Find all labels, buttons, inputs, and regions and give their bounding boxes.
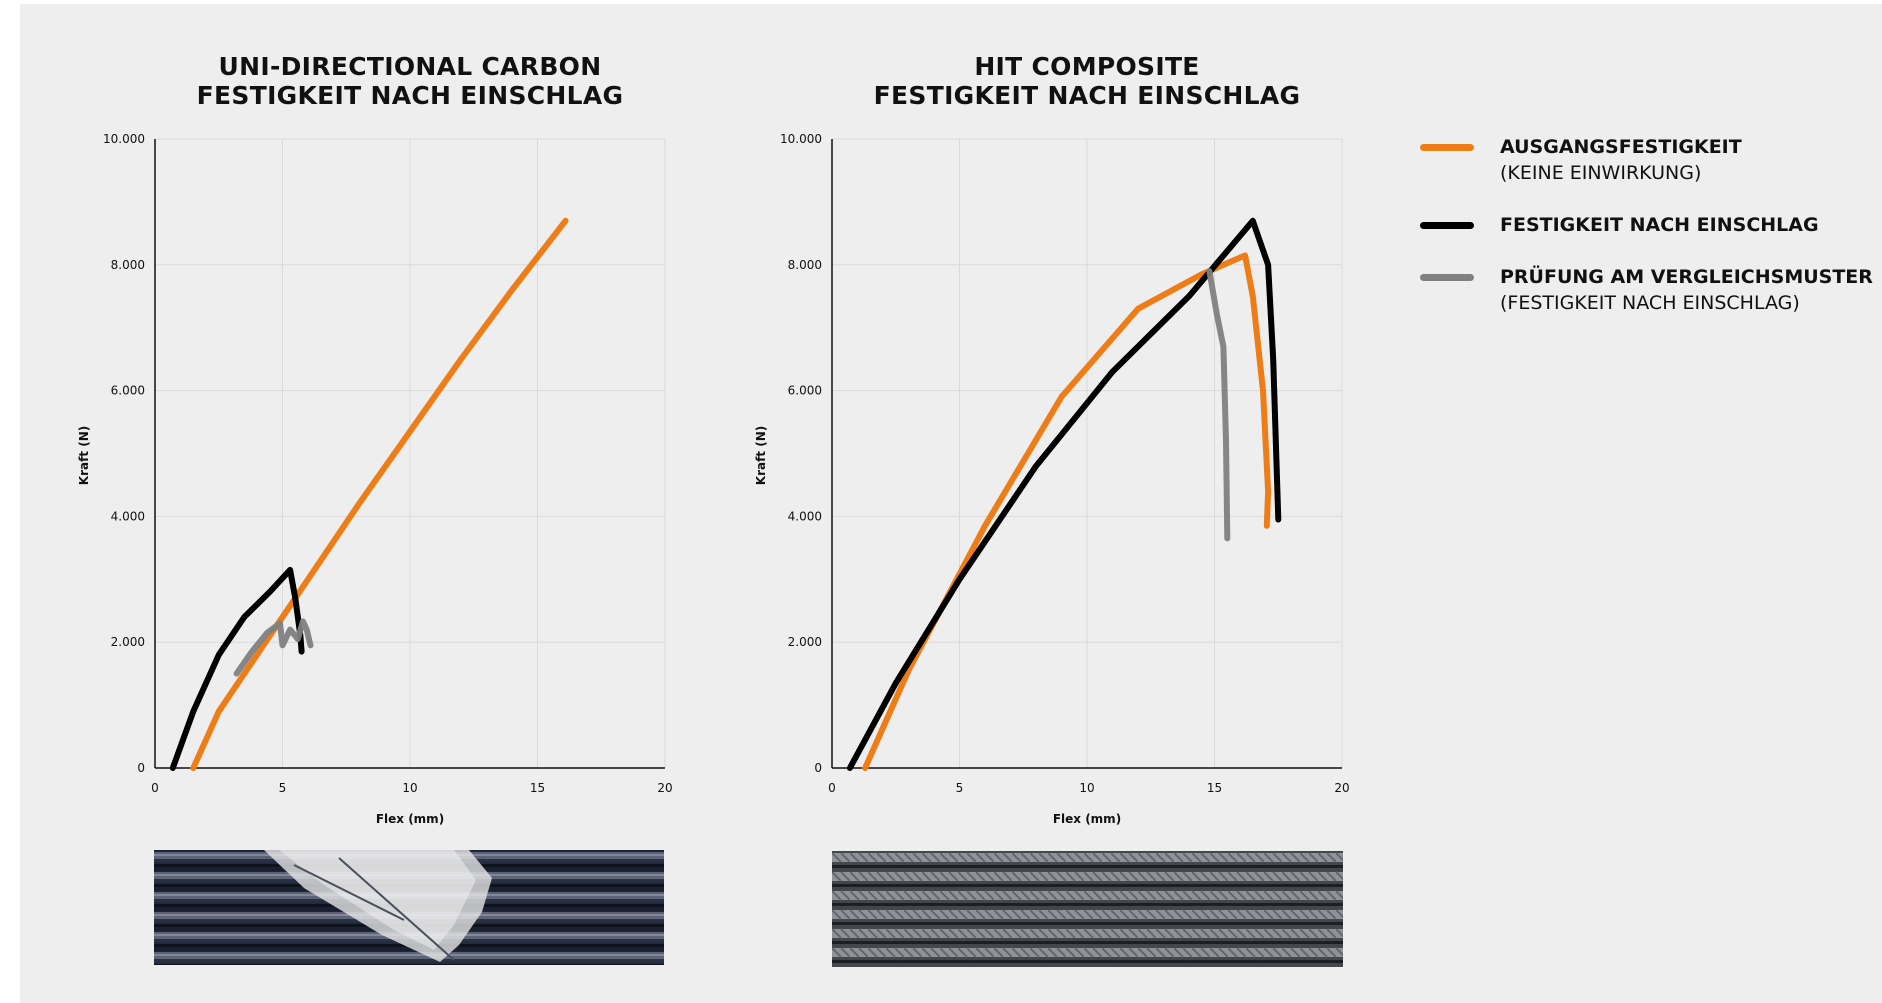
y-tick-label: 6.000 (111, 384, 145, 398)
x-tick-label: 15 (530, 781, 545, 795)
legend-swatch-orange (1420, 144, 1474, 151)
series-line-1 (846, 217, 1282, 771)
legend-item-ausgangsfestigkeit: AUSGANGSFESTIGKEIT (KEINE EINWIRKUNG) (1420, 134, 1873, 186)
chart-title-line-2: FESTIGKEIT NACH EINSCHLAG (873, 81, 1301, 110)
x-tick-label: 5 (279, 781, 287, 795)
x-tick-label: 15 (1207, 781, 1222, 795)
x-axis-label: Flex (mm) (1053, 812, 1121, 826)
series-line-0 (862, 252, 1272, 771)
figure-panel (20, 4, 1882, 1003)
x-tick-label: 0 (151, 781, 159, 795)
legend-label: FESTIGKEIT NACH EINSCHLAG (1500, 214, 1819, 236)
x-tick-label: 0 (828, 781, 836, 795)
material-photo-uni-directional-carbon (154, 850, 664, 965)
y-tick-label: 2.000 (788, 635, 822, 649)
y-tick-label: 6.000 (788, 384, 822, 398)
series-line-0 (190, 217, 569, 771)
x-tick-label: 20 (1334, 781, 1349, 795)
y-tick-label: 8.000 (111, 258, 145, 272)
y-tick-label: 10.000 (780, 132, 822, 146)
legend: AUSGANGSFESTIGKEIT (KEINE EINWIRKUNG) FE… (1420, 134, 1873, 342)
series-line-2 (1206, 268, 1231, 542)
y-tick-label: 0 (814, 761, 822, 775)
y-tick-label: 4.000 (111, 509, 145, 523)
legend-label: AUSGANGSFESTIGKEIT (1500, 136, 1742, 158)
y-tick-label: 10.000 (103, 132, 145, 146)
x-tick-label: 20 (657, 781, 672, 795)
series-line-1 (169, 566, 305, 771)
legend-label: PRÜFUNG AM VERGLEICHSMUSTER (1500, 266, 1873, 288)
chart-title-line-1: HIT COMPOSITE (974, 52, 1200, 81)
y-tick-label: 0 (137, 761, 145, 775)
y-axis-label: Kraft (N) (754, 426, 768, 485)
y-axis-label: Kraft (N) (77, 426, 91, 485)
series-line-2 (233, 618, 314, 677)
chart-title-line-2: FESTIGKEIT NACH EINSCHLAG (196, 81, 624, 110)
x-tick-label: 5 (956, 781, 964, 795)
y-tick-label: 4.000 (788, 509, 822, 523)
legend-sublabel: (KEINE EINWIRKUNG) (1500, 162, 1702, 184)
legend-swatch-gray (1420, 274, 1474, 281)
x-axis-label: Flex (mm) (376, 812, 444, 826)
legend-sublabel: (FESTIGKEIT NACH EINSCHLAG) (1500, 292, 1800, 314)
y-tick-label: 2.000 (111, 635, 145, 649)
material-photo-hit-composite (832, 851, 1343, 967)
chart-title-uni-directional-carbon: UNI-DIRECTIONAL CARBON FESTIGKEIT NACH E… (155, 52, 665, 110)
legend-swatch-black (1420, 222, 1474, 229)
x-tick-label: 10 (402, 781, 417, 795)
chart-title-hit-composite: HIT COMPOSITE FESTIGKEIT NACH EINSCHLAG (832, 52, 1342, 110)
legend-item-vergleichsmuster: PRÜFUNG AM VERGLEICHSMUSTER (FESTIGKEIT … (1420, 264, 1873, 316)
x-tick-label: 10 (1079, 781, 1094, 795)
y-tick-label: 8.000 (788, 258, 822, 272)
chart-title-line-1: UNI-DIRECTIONAL CARBON (218, 52, 602, 81)
legend-item-festigkeit-nach-einschlag: FESTIGKEIT NACH EINSCHLAG (1420, 212, 1873, 238)
